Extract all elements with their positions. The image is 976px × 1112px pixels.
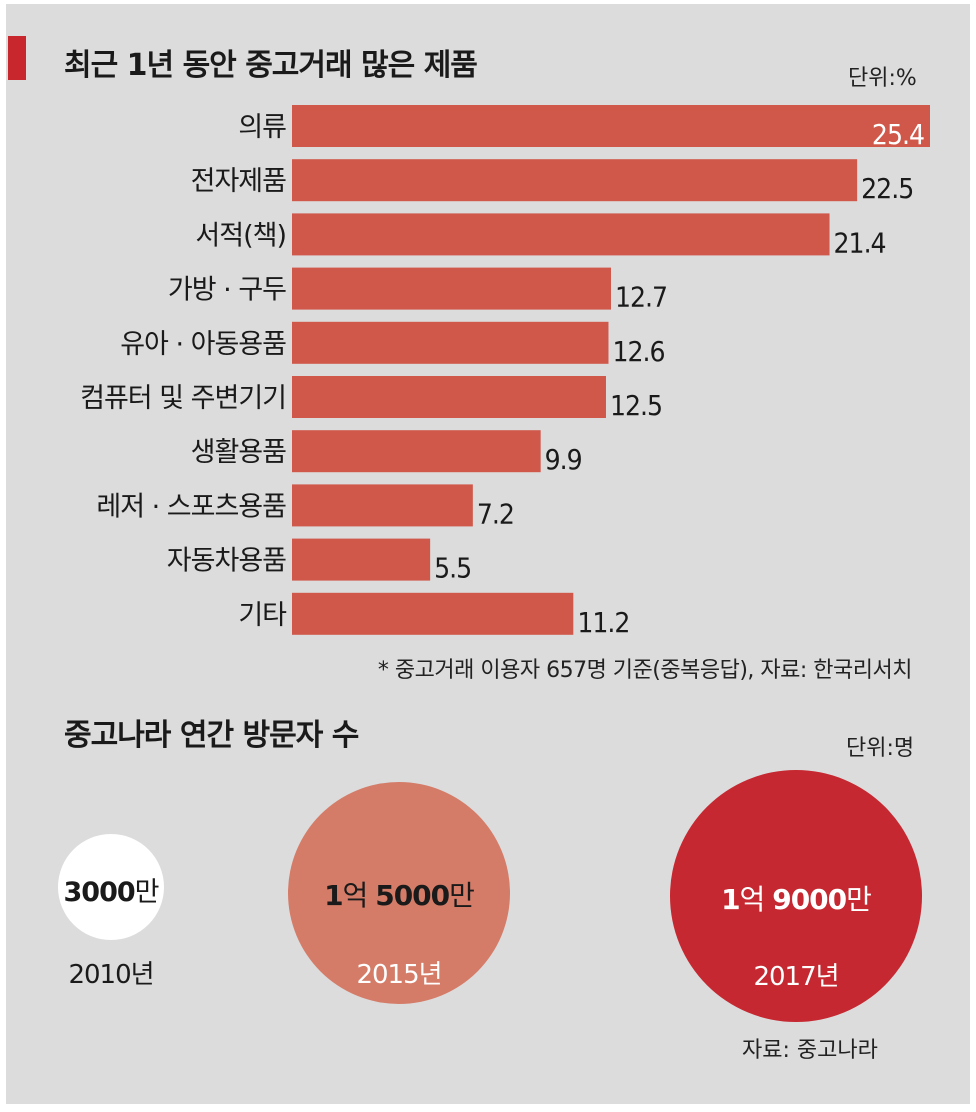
visitors-value-2017: 1억 9000만 [721,883,872,916]
circle-2010: 3000만 [58,834,164,940]
visitors-title: 중고나라 연간 방문자 수 [64,718,359,753]
year-2017: 2017년 [753,962,839,992]
value-label-0: 25.4 [872,118,924,151]
category-label-0: 의류 [238,112,286,143]
category-label-6: 생활용품 [191,437,287,468]
chart-footnote: * 중고거래 이용자 657명 기준(중복응답), 자료: 한국리서치 [377,658,913,683]
value-label-5: 12.5 [610,389,662,422]
value-label-3: 12.7 [615,281,667,314]
category-label-1: 전자제품 [191,166,287,197]
category-label-2: 서적(책) [195,220,286,251]
bar-1 [292,159,858,202]
category-label-4: 유아 · 아동용품 [120,329,286,360]
bar-4 [292,321,609,364]
value-label-6: 9.9 [545,443,582,476]
bar-chart: 의류 25.4 전자제품 22.5 서적(책) 21.4 가방 · 구두 12.7 유아 · 아… [80,105,930,639]
value-label-9: 11.2 [577,606,629,639]
bar-8 [292,538,431,581]
bar-5 [292,376,606,418]
year-2015: 2015년 [356,960,442,990]
chart-title: 최근 1년 동안 중고거래 많은 제품 [64,48,478,83]
value-label-8: 5.5 [434,552,471,585]
category-label-3: 가방 · 구두 [168,275,286,306]
bar-0 [292,105,930,147]
visitors-value-2010: 3000만 [63,877,160,908]
bar-3 [292,267,611,310]
year-2010: 2010년 [68,960,154,990]
bar-9 [292,592,574,635]
circle-2015: 1억 5000만 2015년 [288,782,510,1004]
bar-6 [292,430,541,473]
value-label-1: 22.5 [861,172,913,205]
category-label-5: 컴퓨터 및 주변기기 [80,383,286,414]
bar-7 [292,484,473,527]
category-label-9: 기타 [238,600,287,631]
value-label-2: 21.4 [834,226,886,259]
chart-unit: 단위:% [848,66,917,91]
circle-2017: 1억 9000만 2017년 [670,770,922,1022]
category-label-8: 자동차용품 [167,546,286,577]
value-label-7: 7.2 [477,497,514,530]
value-label-4: 12.6 [612,335,664,368]
visitors-source: 자료: 중고나라 [742,1038,878,1063]
visitors-value-2015: 1억 5000만 [324,879,475,912]
category-label-7: 레저 · 스포츠용품 [96,491,286,522]
bar-2 [292,213,830,256]
visitors-unit: 단위:명 [846,736,915,761]
title-accent-bar [8,36,26,80]
